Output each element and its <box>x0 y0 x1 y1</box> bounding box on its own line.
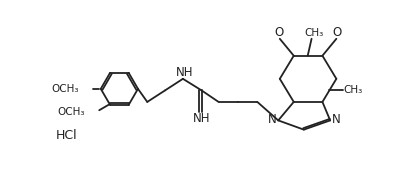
Text: HCl: HCl <box>56 128 77 142</box>
Text: N: N <box>268 113 276 126</box>
Text: CH₃: CH₃ <box>304 28 324 38</box>
Text: NH: NH <box>193 112 210 125</box>
Text: N: N <box>332 113 341 126</box>
Text: CH₃: CH₃ <box>343 85 362 95</box>
Text: OCH₃: OCH₃ <box>52 84 79 94</box>
Text: O: O <box>333 26 342 39</box>
Text: O: O <box>274 26 283 39</box>
Text: NH: NH <box>176 66 193 79</box>
Text: OCH₃: OCH₃ <box>58 107 85 117</box>
